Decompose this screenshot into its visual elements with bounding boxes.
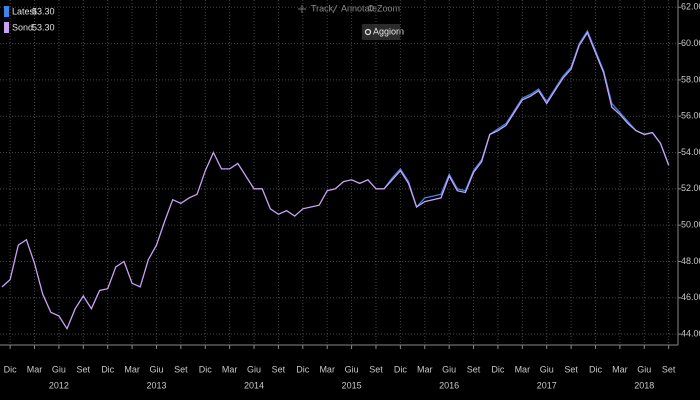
- button[interactable]: [362, 24, 400, 40]
- x-tick-label: Set: [369, 364, 383, 374]
- button-icon: [364, 28, 372, 36]
- y-tick-label: 48.00: [681, 256, 700, 266]
- x-tick-label: Dic: [491, 364, 504, 374]
- x-tick-label: Giu: [345, 364, 359, 374]
- y-tick-label: 58.00: [681, 74, 700, 84]
- x-group-label: 2016: [439, 380, 459, 390]
- y-tick-label: 56.00: [681, 111, 700, 121]
- series-line: [383, 29, 670, 209]
- x-tick-label: Dic: [296, 364, 309, 374]
- x-tick-label: Set: [467, 364, 481, 374]
- legend-swatch: [4, 22, 9, 33]
- x-tick-label: Mar: [27, 364, 43, 374]
- x-tick-label: Set: [77, 364, 91, 374]
- x-group-label: 2014: [244, 380, 264, 390]
- plot: [1, 29, 670, 331]
- x-tick-label: Set: [174, 364, 188, 374]
- x-tick-label: Mar: [515, 364, 531, 374]
- y-tick-label: 44.00: [681, 328, 700, 338]
- x-tick-label: Mar: [124, 364, 140, 374]
- legend-label: Sond: [12, 22, 33, 32]
- y-tick-label: 54.00: [681, 147, 700, 157]
- x-tick-label: Dic: [199, 364, 212, 374]
- x-group-label: 2012: [49, 380, 69, 390]
- x-tick-label: Mar: [222, 364, 238, 374]
- zoom-icon: [368, 5, 374, 11]
- y-tick-label: 60.00: [681, 38, 700, 48]
- x-tick-label: Set: [272, 364, 286, 374]
- toolbar-item[interactable]: Zoom: [377, 3, 400, 13]
- toolbar-item[interactable]: Annotate: [341, 3, 377, 13]
- toolbar: Track Annotate Zoom Aggiorn: [298, 3, 404, 40]
- x-tick-label: Mar: [612, 364, 628, 374]
- x-tick-label: Giu: [442, 364, 456, 374]
- x-tick-label: Dic: [394, 364, 407, 374]
- toolbar-item[interactable]: Track: [311, 3, 334, 13]
- x-tick-label: Mar: [417, 364, 433, 374]
- x-group-label: 2017: [537, 380, 557, 390]
- x-tick-label: Mar: [319, 364, 335, 374]
- x-tick-label: Giu: [52, 364, 66, 374]
- x-tick-label: Giu: [540, 364, 554, 374]
- x-tick-label: Giu: [247, 364, 261, 374]
- legend-label: Latest: [12, 6, 37, 16]
- x-tick-label: Dic: [589, 364, 602, 374]
- legend-value: 53.30: [32, 6, 55, 16]
- x-group-label: 2018: [634, 380, 654, 390]
- x-tick-label: Dic: [4, 364, 17, 374]
- x-tick-label: Set: [662, 364, 676, 374]
- y-tick-label: 52.00: [681, 183, 700, 193]
- x-tick-label: Giu: [637, 364, 651, 374]
- x-tick-label: Giu: [149, 364, 163, 374]
- legend-swatch: [4, 6, 9, 17]
- x-tick-label: Set: [564, 364, 578, 374]
- annotate-icon: [332, 4, 338, 14]
- grid: 44.00 46.00 48.00 50.00 52.00 54.00 56.00 58.00…: [0, 0, 700, 390]
- y-tick-label: 50.00: [681, 220, 700, 230]
- track-icon: [298, 5, 306, 13]
- legend-value: 53.30: [32, 22, 55, 32]
- button-label[interactable]: Aggiorn: [373, 26, 404, 36]
- x-tick-label: Dic: [101, 364, 114, 374]
- y-tick-label: 46.00: [681, 292, 700, 302]
- x-group-label: 2015: [342, 380, 362, 390]
- y-tick-label: 62.00: [681, 2, 700, 12]
- series-line: [1, 31, 670, 331]
- x-group-label: 2013: [146, 380, 166, 390]
